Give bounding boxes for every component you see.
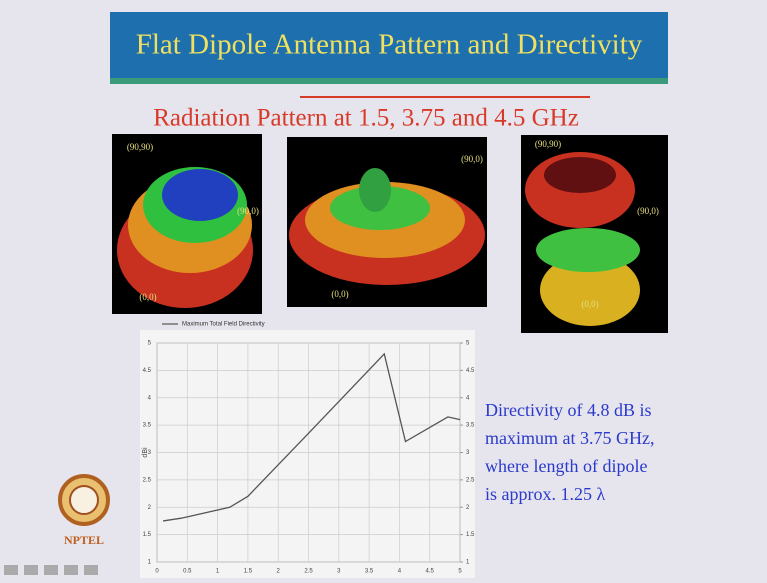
pattern-image	[287, 137, 487, 307]
x-tick-label: 2	[277, 569, 281, 575]
y-tick-label: 4	[148, 395, 152, 401]
pattern-label: (90,0)	[237, 206, 259, 216]
x-tick-label: 0.5	[183, 569, 192, 575]
y-tick-label: 1.5	[143, 532, 152, 538]
y2-tick-label: 2	[466, 505, 470, 511]
subtitle: Radiation Pattern at 1.5, 3.75 and 4.5 G…	[153, 105, 579, 132]
title-banner	[110, 12, 668, 84]
title: Flat Dipole Antenna Pattern and Directiv…	[136, 29, 643, 61]
y2-tick-label: 4	[466, 395, 470, 401]
note-line: is approx. 1.25 λ	[485, 484, 605, 504]
pattern-image	[112, 134, 262, 314]
pattern-label: (0,0)	[139, 292, 156, 302]
y-tick-label: 5	[148, 341, 152, 347]
y-tick-label: 3	[148, 450, 152, 456]
pattern-label: (90,0)	[461, 154, 483, 164]
y-axis-label: dBi	[142, 447, 149, 458]
logo-text: NPTEL	[64, 533, 104, 547]
pattern-label: (0,0)	[581, 299, 598, 309]
y-tick-label: 2	[148, 505, 152, 511]
x-tick-label: 0	[155, 569, 159, 575]
note-line: Directivity of 4.8 dB is	[485, 400, 651, 420]
y2-tick-label: 2.5	[466, 477, 475, 483]
x-tick-label: 2.5	[304, 569, 313, 575]
y2-tick-label: 1.5	[466, 532, 475, 538]
legend-label: Maximum Total Field Directivity	[182, 322, 265, 328]
y2-tick-label: 1	[466, 560, 470, 566]
nav-icons[interactable]	[4, 565, 98, 575]
note-line: where length of dipole	[485, 456, 647, 476]
x-tick-label: 3.5	[365, 569, 374, 575]
note-line: maximum at 3.75 GHz,	[485, 428, 654, 448]
series-line	[162, 352, 461, 522]
y2-tick-label: 3	[466, 450, 470, 456]
y-tick-label: 1	[148, 560, 152, 566]
banner-stripe	[110, 78, 668, 84]
x-tick-label: 4.5	[426, 569, 435, 575]
x-tick-label: 3	[337, 569, 341, 575]
x-tick-label: 4	[398, 569, 402, 575]
y2-tick-label: 4.5	[466, 368, 475, 374]
pattern-label: (90,90)	[535, 139, 561, 149]
y-tick-label: 2.5	[143, 477, 152, 483]
y2-tick-label: 5	[466, 341, 470, 347]
logo: NPTEL	[58, 474, 110, 547]
pattern-image	[521, 135, 668, 333]
pattern-label: (0,0)	[331, 289, 348, 299]
pattern-label: (90,0)	[637, 206, 659, 216]
x-tick-label: 1.5	[244, 569, 253, 575]
x-tick-label: 5	[458, 569, 462, 575]
pattern-label: (90,90)	[127, 142, 153, 152]
y-tick-label: 3.5	[143, 423, 152, 429]
y-tick-label: 4.5	[143, 368, 152, 374]
y2-tick-label: 3.5	[466, 423, 475, 429]
x-tick-label: 1	[216, 569, 220, 575]
chart-area	[140, 330, 475, 578]
